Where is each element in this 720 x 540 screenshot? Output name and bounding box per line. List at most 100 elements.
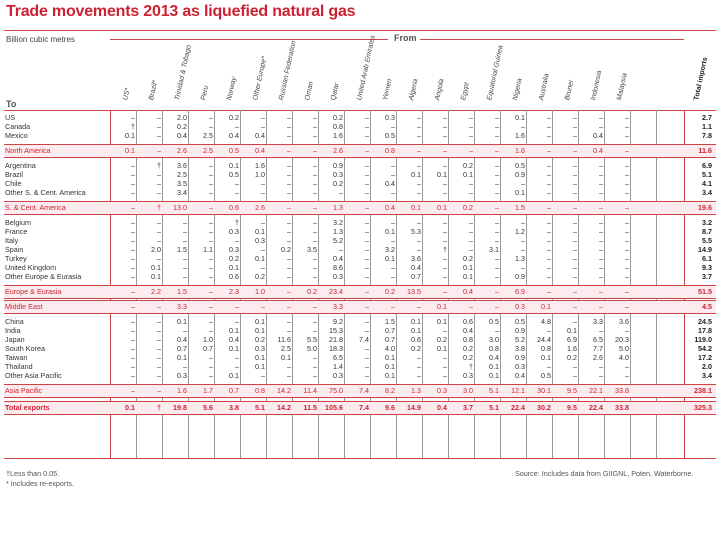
table-cell: – [391, 302, 395, 311]
table-cell: – [235, 353, 239, 362]
table-cell: – [495, 131, 499, 140]
table-cell: 0.7 [229, 386, 239, 395]
table-cell: 1.3 [411, 386, 421, 395]
table-cell: 5.0 [307, 344, 317, 353]
table-cell: – [183, 227, 187, 236]
table-cell: – [131, 170, 135, 179]
table-cell: 0.4 [593, 146, 603, 155]
table-cell: 5.1 [255, 403, 265, 412]
table-cell: – [469, 188, 473, 197]
table-cell: – [547, 362, 551, 371]
table-cell: 0.4 [411, 263, 421, 272]
table-cell: 0.2 [281, 245, 291, 254]
table-cell: 1.4 [333, 362, 343, 371]
table-cell: 3.3 [593, 317, 603, 326]
row-label: India [5, 326, 21, 335]
table-cell: 0.8 [385, 146, 395, 155]
table-cell: – [625, 161, 629, 170]
table-cell: – [131, 113, 135, 122]
table-cell: 2.0 [151, 245, 161, 254]
row-total: 3.2 [702, 218, 712, 227]
table-row: Spain – 2.0 1.5 1.1 0.3 – 0.2 3.5 – – 3.2 – † – 3.1 – – – –… [0, 245, 720, 254]
table-cell: 3.8 [229, 403, 239, 412]
row-label: Asia Pacific [5, 386, 43, 395]
table-cell: – [443, 188, 447, 197]
table-row: Other S. & Cent. America – – 3.4 – – – – – – – – – – –… [0, 188, 720, 197]
table-cell: – [417, 236, 421, 245]
column-header-label: Peru [200, 85, 211, 101]
table-cell: 0.2 [229, 113, 239, 122]
table-cell: – [573, 188, 577, 197]
table-cell: – [365, 227, 369, 236]
table-cell: 1.3 [515, 254, 525, 263]
table-cell: 0.1 [229, 263, 239, 272]
column-header-label: Malaysia [616, 72, 629, 101]
table-cell: – [313, 227, 317, 236]
table-cell: – [287, 113, 291, 122]
region-band [4, 401, 716, 414]
table-cell: 3.3 [333, 302, 343, 311]
unit-label: Billion cubic metres [6, 35, 75, 44]
table-cell: – [131, 161, 135, 170]
table-cell: – [547, 218, 551, 227]
table-cell: 0.1 [411, 170, 421, 179]
table-cell: 3.1 [489, 245, 499, 254]
row-label: Mexico [5, 131, 28, 140]
table-cell: – [131, 254, 135, 263]
table-cell: 3.5 [177, 179, 187, 188]
row-total: 6.1 [702, 254, 712, 263]
table-cell: 5.2 [515, 335, 525, 344]
table-cell: – [625, 113, 629, 122]
table-cell: – [157, 236, 161, 245]
table-cell: – [625, 122, 629, 131]
table-cell: † [469, 362, 473, 371]
table-cell: – [625, 131, 629, 140]
table-cell: 0.5 [515, 161, 525, 170]
table-cell: – [235, 317, 239, 326]
table-cell: 9.5 [567, 403, 577, 412]
table-cell: – [417, 353, 421, 362]
table-cell: 0.6 [463, 317, 473, 326]
table-cell: – [625, 236, 629, 245]
table-cell: – [131, 344, 135, 353]
table-cell: – [469, 113, 473, 122]
row-label: Chile [5, 179, 22, 188]
table-cell: – [443, 236, 447, 245]
table-cell: 5.3 [411, 227, 421, 236]
table-cell: – [625, 287, 629, 296]
region-rule [4, 401, 716, 402]
gridline [656, 110, 657, 458]
row-label: Canada [5, 122, 31, 131]
table-cell: 0.2 [255, 335, 265, 344]
table-cell: 0.2 [463, 203, 473, 212]
column-header-label: United Arab Emirates [356, 34, 377, 101]
table-cell: 2.6 [593, 353, 603, 362]
table-cell: – [469, 227, 473, 236]
table-cell: – [157, 353, 161, 362]
table-cell: – [209, 227, 213, 236]
table-cell: – [547, 188, 551, 197]
gridline [266, 110, 267, 458]
table-cell: – [391, 263, 395, 272]
table-cell: – [417, 146, 421, 155]
table-cell: 0.1 [515, 188, 525, 197]
table-cell: – [209, 317, 213, 326]
table-cell: – [313, 146, 317, 155]
table-cell: 0.1 [151, 263, 161, 272]
table-cell: 0.4 [177, 335, 187, 344]
table-cell: – [157, 344, 161, 353]
table-cell: 1.6 [515, 146, 525, 155]
gridline [578, 110, 579, 458]
table-cell: – [183, 272, 187, 281]
table-cell: – [313, 218, 317, 227]
row-total: 17.8 [698, 326, 712, 335]
table-cell: – [495, 254, 499, 263]
gridline [344, 110, 345, 458]
table-cell: 3.6 [619, 317, 629, 326]
column-header-label: Algeria [408, 78, 420, 101]
table-cell: – [313, 188, 317, 197]
table-cell: 0.1 [177, 317, 187, 326]
table-cell: – [469, 122, 473, 131]
table-cell: 0.1 [229, 344, 239, 353]
table-cell: 3.4 [177, 188, 187, 197]
